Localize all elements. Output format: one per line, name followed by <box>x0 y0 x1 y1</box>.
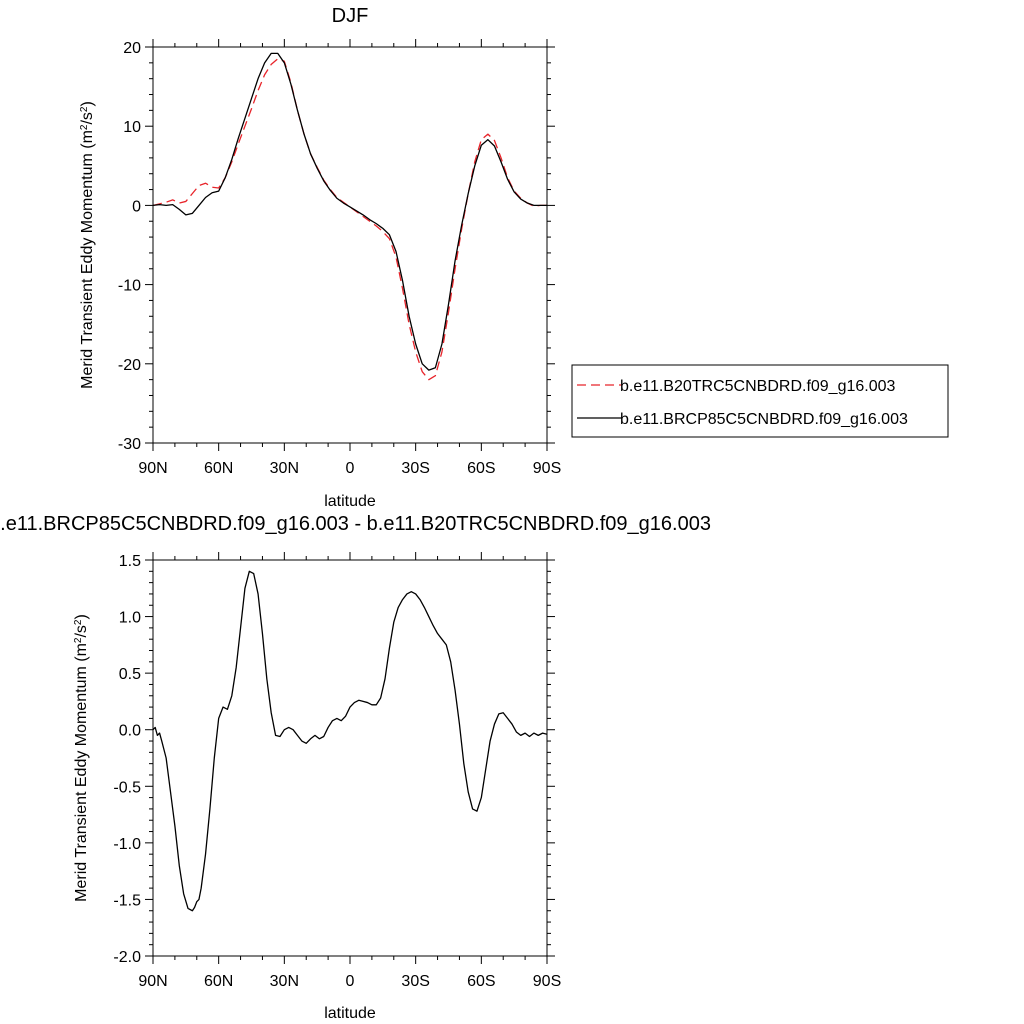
chart1-x-tick-label: 0 <box>346 460 355 477</box>
top-y-axis-title-pre: Merid Transient Eddy Momentum (m <box>79 130 96 389</box>
chart2-x-tick-label: 60N <box>204 973 233 990</box>
chart1-x-tick-label: 90S <box>533 460 561 477</box>
chart1-y-tick-label: -20 <box>118 357 141 374</box>
chart1-x-tick-label: 90N <box>138 460 167 477</box>
chart2-y-tick-label: 0.5 <box>119 666 141 683</box>
chart1-x-tick-label: 60N <box>204 460 233 477</box>
bottom-panel: b.e11.BRCP85C5CNBDRD.f09_g16.003 - b.e11… <box>0 513 711 1022</box>
chart2-y-tick-label: -2.0 <box>113 949 141 966</box>
chart2-y-tick-label: -0.5 <box>113 779 141 796</box>
chart1-y-tick-label: 20 <box>123 40 141 57</box>
chart2-x-tick-label: 30N <box>270 973 299 990</box>
chart1-y-tick-label: -30 <box>118 436 141 453</box>
chart2-x-tick-label: 90S <box>533 973 561 990</box>
top-y-axis-title: Merid Transient Eddy Momentum (m2/s2) <box>79 101 97 389</box>
chart2-y-tick-label: 0.0 <box>119 723 141 740</box>
bottom-chart-title: b.e11.BRCP85C5CNBDRD.f09_g16.003 - b.e11… <box>0 513 711 535</box>
chart1-x-tick-label: 30S <box>401 460 429 477</box>
top-plot-area: 90N 60N 30N 0 30S 60S 90S 20 10 0 -10 -20 -30 <box>118 39 561 477</box>
chart2-x-tick-label: 90N <box>138 973 167 990</box>
chart1-series-line-1 <box>153 58 547 381</box>
chart1-y-tick-label: 10 <box>123 119 141 136</box>
chart1-x-tick-label: 60S <box>467 460 495 477</box>
top-y-axis-title-mid: /s <box>79 112 96 124</box>
bottom-y-axis-title-sup2: 2 <box>73 619 84 625</box>
bottom-plot-area: 90N 60N 30N 0 30S 60S 90S 1.5 1.0 0.5 0.0 -0.5 -1.0 -… <box>113 552 561 990</box>
top-panel: DJF 90N 60N 30N 0 30S 60S 90S 20 10 0 -10 -20 -30 la… <box>79 5 949 510</box>
bottom-y-axis-title-sup1: 2 <box>73 637 84 643</box>
chart1-x-tick-label: 30N <box>270 460 299 477</box>
chart2-y-tick-label: 1.5 <box>119 553 141 570</box>
chart2-x-tick-label: 30S <box>401 973 429 990</box>
top-x-axis-title: latitude <box>324 493 376 510</box>
top-y-axis-title-post: ) <box>79 101 96 106</box>
top-y-axis-title-sup2: 2 <box>79 106 90 112</box>
chart2-y-tick-label: 1.0 <box>119 610 141 627</box>
bottom-y-axis-title: Merid Transient Eddy Momentum (m2/s2) <box>73 614 91 902</box>
bottom-x-axis-title: latitude <box>324 1005 376 1022</box>
legend-box <box>571 364 949 438</box>
legend-label-series-2: b.e11.BRCP85C5CNBDRD.f09_g16.003 <box>620 411 908 428</box>
legend: b.e11.B20TRC5CNBDRD.f09_g16.003 b.e11.BR… <box>571 364 949 438</box>
chart1-plot-frame <box>152 46 548 444</box>
top-y-axis-title-sup1: 2 <box>79 124 90 130</box>
chart2-y-tick-label: -1.0 <box>113 836 141 853</box>
chart1-y-tick-label: 0 <box>132 198 141 215</box>
chart2-x-tick-label: 0 <box>346 973 355 990</box>
bottom-y-axis-title-mid: /s <box>73 625 90 637</box>
chart2-series-line-1 <box>153 570 547 912</box>
bottom-y-axis-title-pre: Merid Transient Eddy Momentum (m <box>73 643 90 902</box>
chart2-x-tick-label: 60S <box>467 973 495 990</box>
top-chart-title: DJF <box>332 5 369 27</box>
chart2-y-tick-label: -1.5 <box>113 892 141 909</box>
chart1-y-tick-label: -10 <box>118 278 141 295</box>
legend-label-series-1: b.e11.B20TRC5CNBDRD.f09_g16.003 <box>620 378 896 395</box>
bottom-y-axis-title-post: ) <box>73 614 90 619</box>
chart1-series-line-2 <box>153 52 547 371</box>
